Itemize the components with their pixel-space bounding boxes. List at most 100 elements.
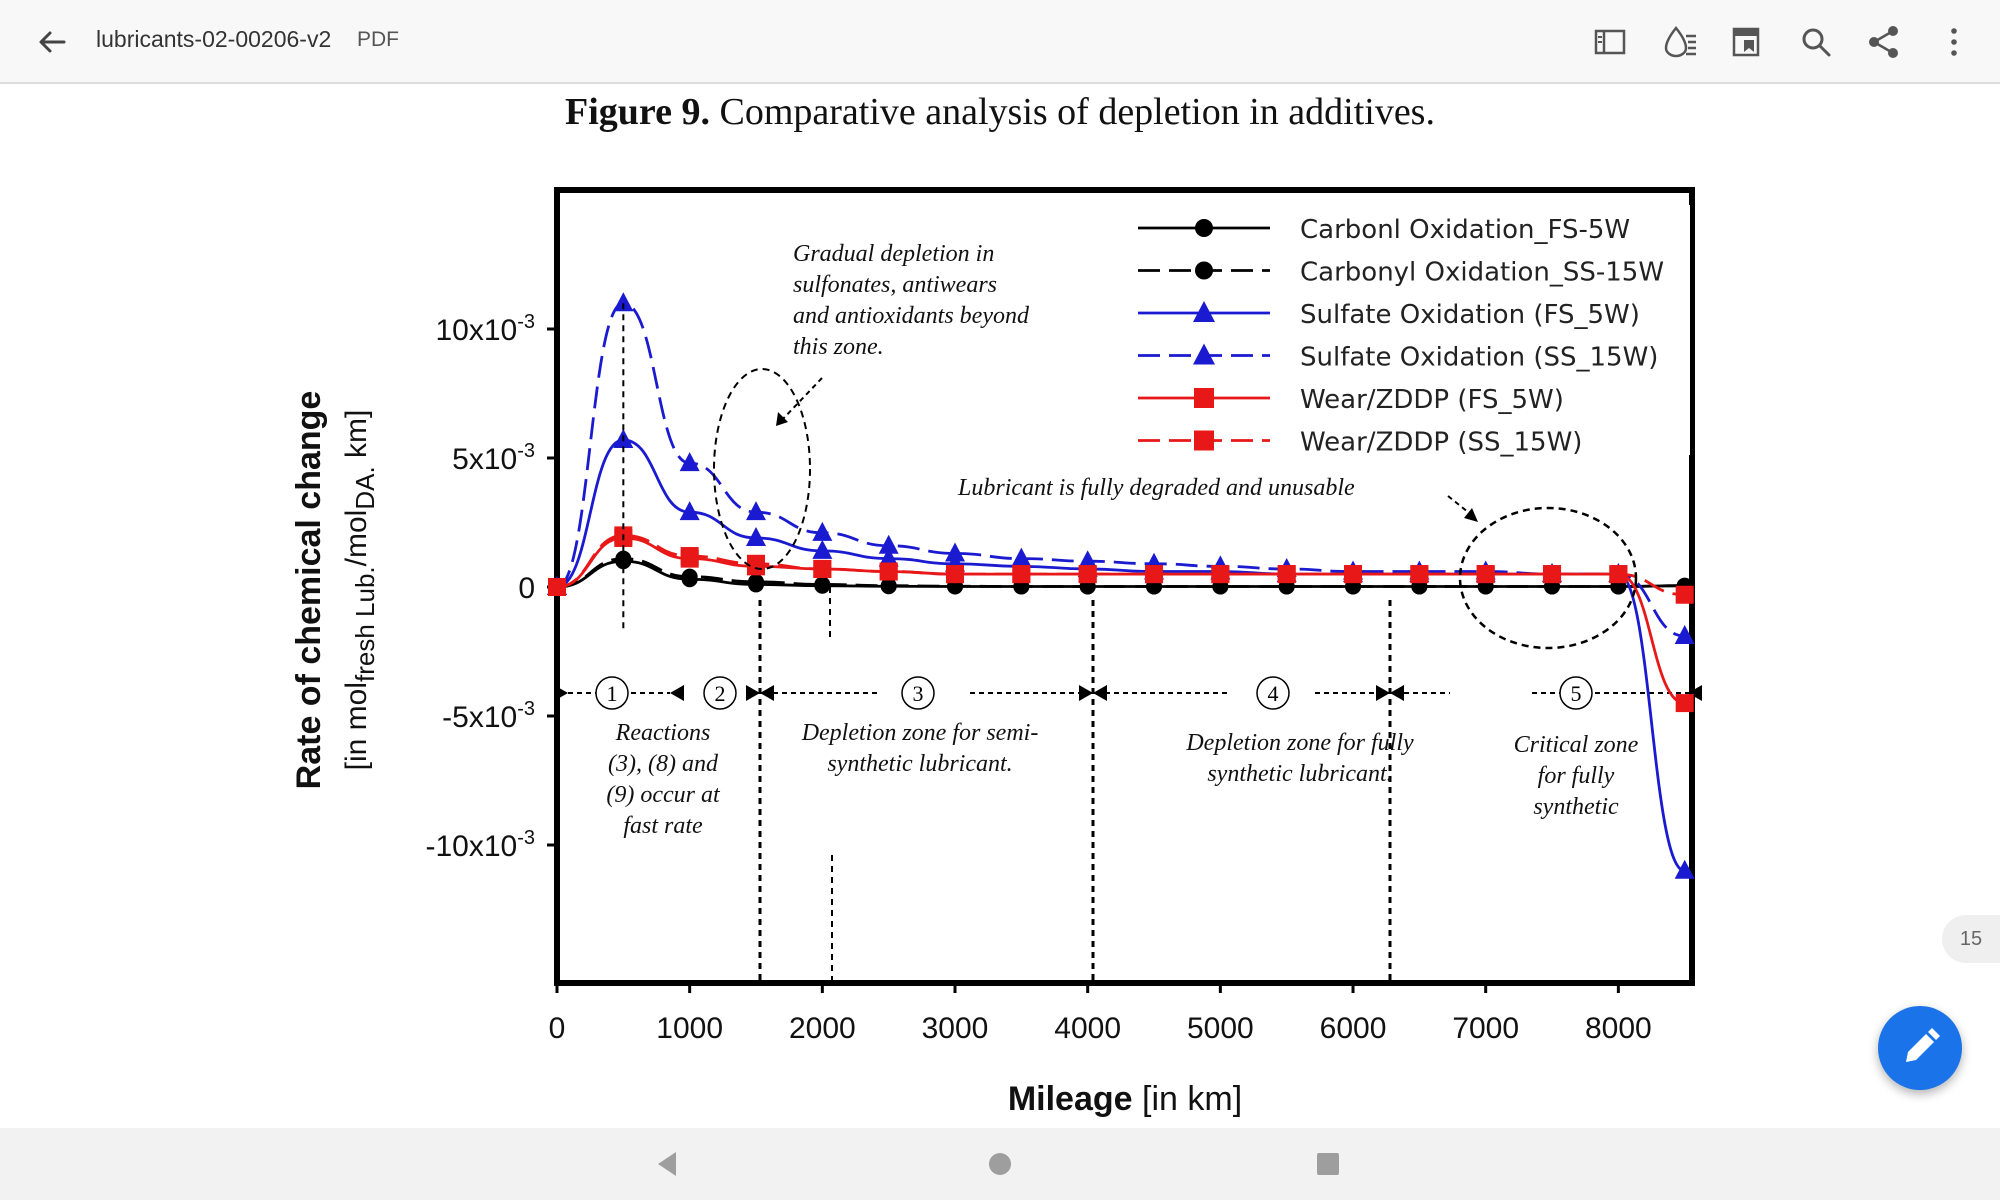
data-point-square: [1543, 565, 1562, 584]
data-point-triangle: [878, 547, 899, 567]
back-arrow-icon[interactable]: [28, 18, 76, 66]
read-aloud-icon[interactable]: [1656, 18, 1704, 66]
data-point-square: [1145, 565, 1164, 584]
legend-marker-circle: [1195, 261, 1213, 280]
zone-description-line: fast rate: [623, 813, 703, 839]
edit-pencil-icon: [1906, 1028, 1940, 1062]
highlight-ellipse: [713, 368, 811, 570]
x-tick-label: 5000: [1187, 1012, 1254, 1045]
zone-number-circle: [1256, 676, 1290, 710]
legend-marker-triangle: [1193, 343, 1215, 365]
series-layer: [547, 292, 1695, 879]
data-point-triangle: [679, 501, 700, 521]
zone-number-circle: [595, 676, 629, 710]
annotation-line: Gradual depletion in: [793, 241, 994, 267]
y-axis-title: Rate of chemical change: [290, 391, 328, 790]
data-point-square: [1675, 585, 1694, 604]
outline-icon[interactable]: [1586, 18, 1634, 66]
zone-number-circle: [901, 676, 935, 710]
zone-number: 1: [607, 681, 618, 706]
zone-number: 4: [1268, 681, 1279, 706]
annotation-line: this zone.: [793, 334, 884, 360]
data-point-square: [1609, 565, 1628, 584]
legend-label: Wear/ZDDP (SS_15W): [1300, 428, 1582, 458]
data-point-square: [946, 565, 965, 584]
data-point-square: [813, 559, 832, 578]
share-icon[interactable]: [1860, 18, 1908, 66]
x-tick-label: 4000: [1054, 1012, 1121, 1045]
top-toolbar: lubricants-02-00206-v2 PDF: [0, 0, 2000, 84]
zone-number: 2: [715, 681, 726, 706]
x-tick-label: 3000: [922, 1012, 989, 1045]
legend-label: Sulfate Oxidation (FS_5W): [1300, 300, 1640, 330]
figure-caption-text: Comparative analysis of depletion in add…: [719, 91, 1435, 133]
y-tick-label: -10x10-3: [425, 827, 535, 863]
annotation-arrowhead: [1464, 508, 1478, 522]
annotation-arrowhead: [776, 412, 788, 426]
data-point-square: [548, 578, 566, 596]
data-point-square: [1078, 565, 1097, 584]
data-point-triangle: [1674, 625, 1695, 645]
y-axis-unit: [in molfresh Lub./molDA. km]: [340, 410, 380, 771]
legend-label: Carbonl Oxidation_FS-5W: [1300, 215, 1630, 245]
ticks-layer: 0 1000 2000 3000 4000 5000 6000 7000 800010x10-3…: [425, 311, 1651, 1045]
y-tick-exponent: -3: [517, 311, 535, 333]
legend-marker-square: [1194, 388, 1214, 408]
y-tick-base: -5x10: [442, 701, 517, 734]
document-title: lubricants-02-00206-v2: [96, 26, 332, 52]
legend-label: Wear/ZDDP (FS_5W): [1300, 385, 1564, 415]
zone-arrowhead: [1390, 685, 1404, 701]
zone-description-line: Depletion zone for fully: [1185, 730, 1414, 756]
y-tick-label: 10x10-3: [435, 311, 535, 347]
more-options-icon[interactable]: [1930, 18, 1978, 66]
data-point-square: [747, 554, 766, 573]
legend-marker-square: [1194, 430, 1214, 451]
search-icon[interactable]: [1792, 18, 1840, 66]
y-tick-exponent: -3: [517, 827, 535, 849]
data-point-triangle: [746, 501, 767, 521]
y-unit-prefix: [in mol: [340, 682, 373, 770]
legend-background: [1130, 205, 1690, 455]
y-unit-suffix: km]: [340, 410, 373, 467]
y-tick-base: 0: [518, 572, 535, 605]
zone-number: 3: [913, 681, 924, 706]
x-tick-label: 8000: [1585, 1012, 1652, 1045]
zone-description-line: Reactions: [615, 720, 711, 746]
annotation-line: sulfonates, antiwears: [793, 272, 997, 298]
zone-arrowhead: [1079, 685, 1093, 701]
zone-arrowhead: [1376, 685, 1390, 701]
nav-home-icon[interactable]: [974, 1138, 1026, 1190]
data-point-square: [1277, 565, 1296, 584]
y-tick-label: -5x10-3: [442, 698, 535, 734]
data-point-triangle: [1077, 550, 1098, 570]
legend-label: Sulfate Oxidation (SS_15W): [1300, 343, 1658, 373]
y-axis-label: Rate of chemical change [in molfresh Lub…: [290, 391, 380, 790]
zone-description-line: for fully: [1538, 763, 1615, 789]
legend: Carbonl Oxidation_FS-5W Carbonyl Oxidatio…: [1130, 205, 1690, 458]
data-point-square: [1476, 565, 1495, 584]
zone-arrowhead: [670, 685, 684, 701]
y-tick-label: 0: [518, 572, 535, 605]
zone-arrowhead: [760, 685, 774, 701]
bookmark-icon[interactable]: [1722, 18, 1770, 66]
annotation-line: Lubricant is fully degraded and unusable: [957, 475, 1355, 501]
annotation-pointer: [1447, 495, 1469, 513]
data-point-triangle: [1674, 859, 1695, 879]
zone-description-line: synthetic: [1533, 794, 1619, 820]
page-number-badge[interactable]: 15: [1942, 915, 2000, 963]
y-unit-sub1: fresh Lub.: [350, 566, 380, 682]
zone-arrowhead: [1093, 685, 1107, 701]
data-point-circle: [814, 576, 831, 593]
nav-recents-icon[interactable]: [1302, 1138, 1354, 1190]
data-point-triangle: [679, 452, 700, 472]
x-tick-label: 1000: [656, 1012, 723, 1045]
data-point-triangle: [945, 542, 966, 562]
nav-back-icon[interactable]: [642, 1138, 694, 1190]
zone-arrowhead: [554, 685, 568, 701]
y-tick-exponent: -3: [517, 698, 535, 720]
series-line: [556, 533, 1685, 597]
edit-button[interactable]: [1878, 1006, 1962, 1090]
zone-description-line: Critical zone: [1514, 732, 1639, 758]
y-tick-base: 10x10: [435, 314, 517, 347]
y-unit-mid: /mol: [340, 510, 373, 567]
